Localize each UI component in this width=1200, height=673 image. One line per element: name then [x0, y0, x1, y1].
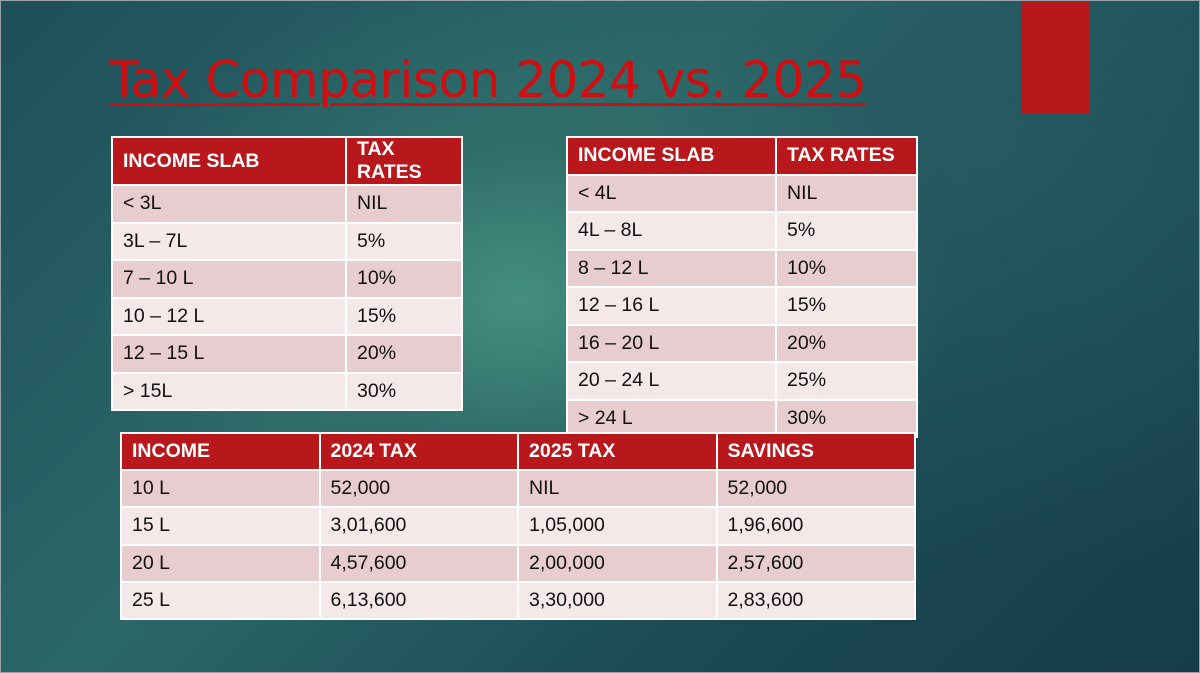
- table-row: 7 – 10 L 10%: [111, 259, 463, 299]
- income-slab-cell: 12 – 16 L: [566, 286, 777, 326]
- income-slab-cell: < 3L: [111, 184, 347, 224]
- header-tax-rates: TAX RATES: [345, 136, 463, 186]
- table-row: 3L – 7L 5%: [111, 221, 463, 261]
- income-slab-cell: 16 – 20 L: [566, 323, 777, 363]
- tax-rate-cell: 5%: [345, 221, 463, 261]
- accent-bar: [1021, 1, 1089, 113]
- income-slab-cell: 12 – 15 L: [111, 334, 347, 374]
- table-header-row: INCOME SLAB TAX RATES: [566, 136, 918, 176]
- tax-2024-cell: 4,57,600: [318, 543, 519, 583]
- income-slab-cell: 4L – 8L: [566, 211, 777, 251]
- income-cell: 20 L: [120, 543, 321, 583]
- income-slab-cell: > 15L: [111, 371, 347, 411]
- tax-rate-cell: 30%: [345, 371, 463, 411]
- table-header-row: INCOME 2024 TAX 2025 TAX SAVINGS: [120, 431, 916, 472]
- tax-2025-cell: 1,05,000: [517, 506, 718, 546]
- tax-2024-cell: 52,000: [318, 469, 519, 509]
- tax-rate-cell: 15%: [345, 296, 463, 336]
- tax-2025-cell: 2,00,000: [517, 543, 718, 583]
- table-row: 20 – 24 L 25%: [566, 361, 918, 401]
- income-slab-cell: 20 – 24 L: [566, 361, 777, 401]
- table-row: 12 – 16 L 15%: [566, 286, 918, 326]
- table-row: 20 L 4,57,600 2,00,000 2,57,600: [120, 543, 916, 583]
- tax-2024-cell: 3,01,600: [318, 506, 519, 546]
- income-cell: 25 L: [120, 580, 321, 620]
- tax-rate-cell: 20%: [345, 334, 463, 374]
- header-income-slab: INCOME SLAB: [566, 136, 777, 176]
- table-row: 25 L 6,13,600 3,30,000 2,83,600: [120, 580, 916, 620]
- table-row: < 3L NIL: [111, 184, 463, 224]
- header-2025-tax: 2025 TAX: [517, 431, 718, 472]
- table-row: < 4L NIL: [566, 173, 918, 213]
- header-tax-rates: TAX RATES: [775, 136, 918, 176]
- tax-rate-cell: 5%: [775, 211, 918, 251]
- savings-cell: 52,000: [715, 469, 916, 509]
- table-header-row: INCOME SLAB TAX RATES: [111, 136, 463, 186]
- tax-rate-cell: 15%: [775, 286, 918, 326]
- tax-2025-cell: NIL: [517, 469, 718, 509]
- tax-rate-cell: NIL: [775, 173, 918, 213]
- income-slab-cell: < 4L: [566, 173, 777, 213]
- header-savings: SAVINGS: [715, 431, 916, 472]
- table-row: 15 L 3,01,600 1,05,000 1,96,600: [120, 506, 916, 546]
- income-slab-cell: 3L – 7L: [111, 221, 347, 261]
- income-cell: 10 L: [120, 469, 321, 509]
- tax-rate-cell: 10%: [345, 259, 463, 299]
- income-slab-cell: 10 – 12 L: [111, 296, 347, 336]
- income-cell: 15 L: [120, 506, 321, 546]
- tax-comparison-table: INCOME 2024 TAX 2025 TAX SAVINGS 10 L 52…: [120, 431, 916, 620]
- table-row: 4L – 8L 5%: [566, 211, 918, 251]
- table-row: 16 – 20 L 20%: [566, 323, 918, 363]
- tax-slab-table-2024: INCOME SLAB TAX RATES < 3L NIL 3L – 7L 5…: [111, 136, 463, 411]
- table-row: > 24 L 30%: [566, 398, 918, 438]
- header-2024-tax: 2024 TAX: [318, 431, 519, 472]
- tax-2025-cell: 3,30,000: [517, 580, 718, 620]
- savings-cell: 1,96,600: [715, 506, 916, 546]
- tax-rate-cell: 25%: [775, 361, 918, 401]
- tax-rate-cell: NIL: [345, 184, 463, 224]
- slide-title: Tax Comparison 2024 vs. 2025: [109, 51, 867, 109]
- tax-2024-cell: 6,13,600: [318, 580, 519, 620]
- header-income: INCOME: [120, 431, 321, 472]
- savings-cell: 2,57,600: [715, 543, 916, 583]
- table-row: 12 – 15 L 20%: [111, 334, 463, 374]
- table-row: 10 – 12 L 15%: [111, 296, 463, 336]
- table-row: > 15L 30%: [111, 371, 463, 411]
- tax-rate-cell: 10%: [775, 248, 918, 288]
- income-slab-cell: 8 – 12 L: [566, 248, 777, 288]
- table-row: 8 – 12 L 10%: [566, 248, 918, 288]
- tax-slab-table-2025: INCOME SLAB TAX RATES < 4L NIL 4L – 8L 5…: [566, 136, 918, 438]
- income-slab-cell: > 24 L: [566, 398, 777, 438]
- tax-rate-cell: 20%: [775, 323, 918, 363]
- income-slab-cell: 7 – 10 L: [111, 259, 347, 299]
- header-income-slab: INCOME SLAB: [111, 136, 347, 186]
- savings-cell: 2,83,600: [715, 580, 916, 620]
- table-row: 10 L 52,000 NIL 52,000: [120, 469, 916, 509]
